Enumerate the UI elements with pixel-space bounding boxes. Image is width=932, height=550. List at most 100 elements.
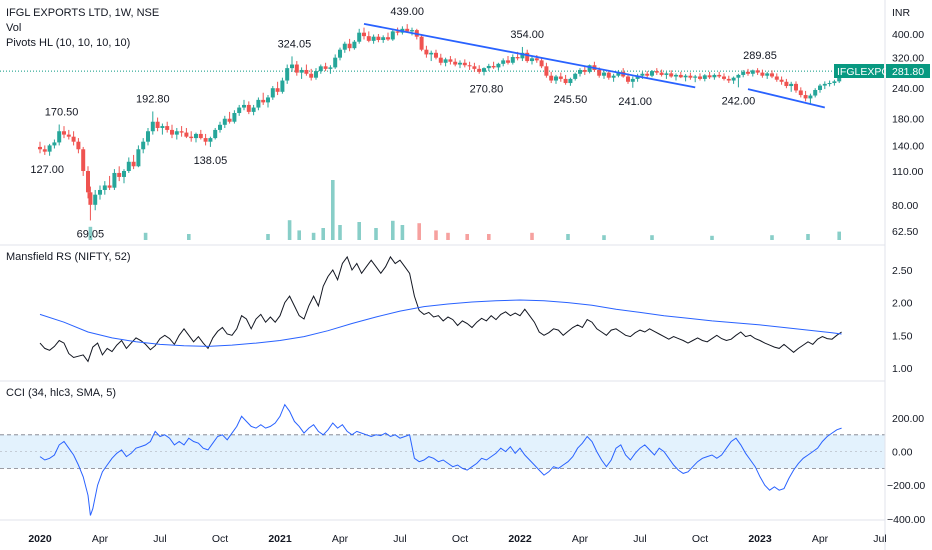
candle-body	[674, 74, 678, 77]
candle-body	[798, 90, 803, 96]
candle-body	[774, 76, 779, 80]
candle-body	[573, 73, 578, 79]
candle-body	[126, 161, 131, 172]
price-axis-tick: 140.00	[892, 140, 924, 152]
candle-body	[750, 70, 755, 74]
candle-body	[822, 83, 827, 86]
candle-body	[760, 72, 765, 76]
currency-label: INR	[892, 7, 911, 19]
candle-body	[410, 30, 414, 32]
candle-body	[832, 81, 837, 84]
candle-body	[381, 37, 386, 41]
candle-body	[467, 65, 472, 67]
candle-body	[784, 81, 789, 87]
candle-body	[261, 99, 266, 103]
trendline[interactable]	[363, 23, 696, 89]
pivot-label: 138.05	[194, 155, 228, 167]
candle-body	[765, 73, 770, 76]
pivot-label: 439.00	[390, 6, 424, 18]
pivot-label: 69.05	[77, 228, 105, 240]
volume-bar	[357, 222, 361, 240]
candle-body	[462, 62, 467, 66]
volume-bar	[266, 234, 270, 240]
candle-body	[395, 31, 400, 33]
volume-bar	[311, 232, 316, 240]
volume-bar	[487, 234, 491, 240]
time-axis-tick: Apr	[332, 533, 349, 545]
candle-body	[112, 172, 117, 188]
pivots-label[interactable]: Pivots HL (10, 10, 10, 10)	[6, 37, 130, 49]
candle-body	[242, 104, 246, 108]
volume-bar	[566, 234, 570, 240]
candle-body	[189, 136, 194, 139]
candle-body	[779, 79, 784, 82]
cci-axis-tick: −200.00	[887, 480, 925, 492]
candle-body	[270, 88, 275, 98]
cci-pane-title[interactable]: CCI (34, hlc3, SMA, 5)	[6, 387, 116, 399]
candle-body	[299, 69, 304, 73]
price-axis-tick: 62.50	[892, 226, 918, 238]
pivot-label: 324.05	[278, 38, 312, 50]
candle-body	[549, 75, 554, 81]
candle-body	[318, 66, 323, 72]
pivot-label: 354.00	[510, 29, 544, 41]
candle-body	[208, 138, 213, 142]
candle-body	[66, 134, 71, 137]
candle-body	[693, 76, 698, 78]
candle-body	[155, 121, 160, 128]
rs-pane-title[interactable]: Mansfield RS (NIFTY, 52)	[6, 251, 131, 263]
trendline[interactable]	[747, 88, 826, 109]
candle-body	[323, 66, 328, 69]
vol-label[interactable]: Vol	[6, 22, 21, 34]
indicator-lines	[39, 255, 842, 516]
price-badge: IFGLEXPOR 281.80	[834, 64, 930, 78]
candle-body	[808, 95, 813, 99]
candle-body	[117, 172, 122, 177]
candle-body	[813, 89, 818, 96]
candle-body	[645, 73, 650, 76]
candle-body	[741, 71, 746, 75]
candle-body	[194, 133, 198, 139]
candle-body	[107, 185, 112, 188]
pivot-label: 127.00	[30, 164, 64, 176]
candle-body	[731, 77, 736, 81]
time-axis-tick: 2022	[508, 533, 532, 545]
candle-body	[587, 65, 592, 72]
candle-body	[491, 65, 496, 68]
price-badge-name-bg	[834, 64, 884, 78]
candle-body	[232, 113, 237, 122]
mansfield-rs-line	[39, 255, 842, 363]
candle-body	[366, 36, 371, 41]
volume-bar	[297, 230, 301, 240]
candle-body	[496, 63, 501, 68]
candle-body	[534, 58, 539, 61]
candle-body	[434, 52, 438, 58]
volume-bar	[650, 235, 654, 240]
candle-body	[630, 78, 635, 82]
rs-axis-tick: 2.50	[892, 265, 913, 277]
time-axis-tick: Jul	[873, 533, 886, 545]
candle-body	[722, 76, 726, 79]
candle-body	[746, 71, 750, 74]
candle-body	[659, 72, 664, 75]
volume-bar	[434, 230, 438, 240]
candle-body	[563, 78, 568, 84]
pivot-label: 270.80	[470, 83, 504, 95]
volume-bar	[837, 231, 841, 240]
candle-body	[42, 149, 47, 152]
candle-body	[554, 76, 558, 81]
candle-body	[477, 68, 482, 72]
candle-body	[122, 171, 126, 177]
candle-body	[827, 83, 832, 85]
candle-body	[52, 142, 57, 146]
candle-body	[304, 69, 309, 74]
candle-body	[664, 73, 669, 75]
candle-body	[102, 185, 107, 190]
candle-body	[770, 73, 774, 77]
candle-body	[170, 129, 174, 135]
candle-body	[386, 37, 390, 40]
candle-body	[93, 194, 98, 205]
candle-body	[486, 65, 491, 69]
candle-body	[717, 74, 722, 77]
